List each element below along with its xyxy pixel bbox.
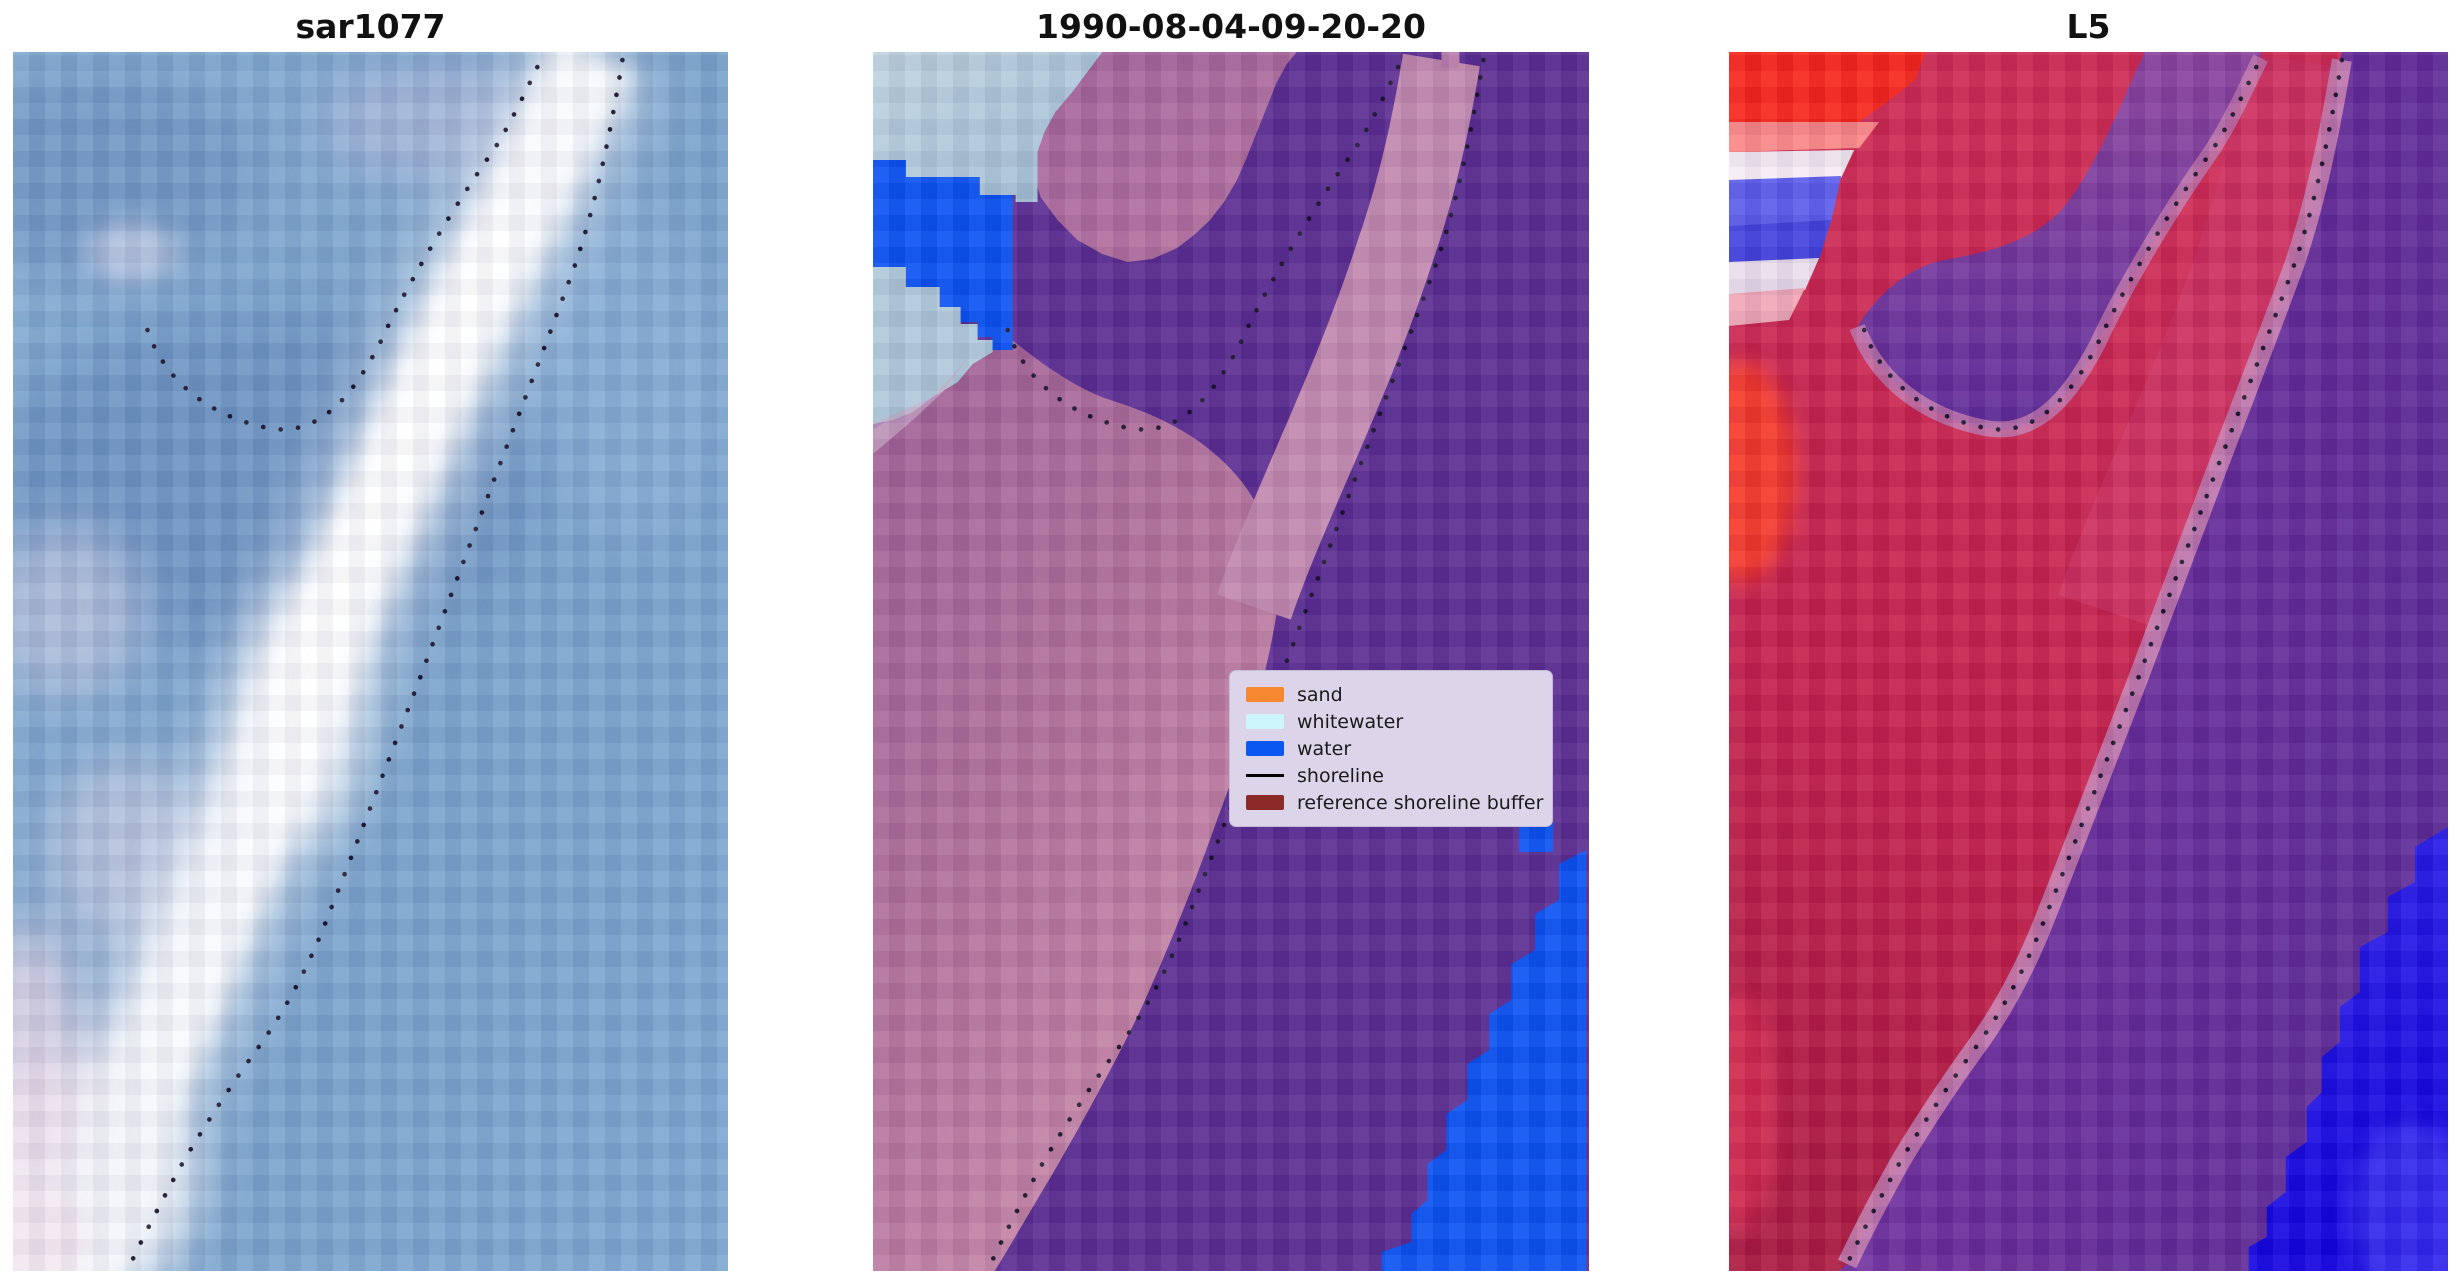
- panel-classified: sand whitewater water shoreline reference sh…: [873, 52, 1589, 1271]
- reference-shoreline-buffer-swatch: [1246, 795, 1284, 810]
- classified-image: [873, 52, 1589, 1271]
- legend-label: water: [1297, 737, 1352, 760]
- panel-l5: [1729, 52, 2448, 1271]
- cloud-stripe-block: [1729, 52, 1926, 1232]
- l5-image: [1729, 52, 2448, 1271]
- headland-region: [1034, 52, 1297, 262]
- shoreline-dots-left: [1005, 55, 1405, 432]
- water-pixel: [1519, 822, 1554, 852]
- lagoon-region: [1857, 52, 2261, 430]
- land-buffer-region: [873, 337, 1279, 1271]
- whitewater-swatch: [1246, 714, 1284, 729]
- panel-title-l5: L5: [2066, 7, 2111, 46]
- beach-band-region: [2058, 52, 2339, 626]
- shoreline-dots-right: [1844, 57, 2345, 1267]
- panel-title-sar: sar1077: [295, 7, 446, 46]
- legend-item: reference shoreline buffer: [1246, 789, 1543, 816]
- legend-item: whitewater: [1246, 708, 1536, 735]
- legend-item: sand: [1246, 681, 1536, 708]
- beach-band-top-pixel: [1441, 52, 1460, 68]
- legend: sand whitewater water shoreline reference sh…: [1229, 670, 1553, 827]
- water-swatch: [1246, 741, 1284, 756]
- sand-swatch: [1246, 687, 1284, 702]
- shoreline-dots-left: [145, 55, 545, 432]
- panel-title-date: 1990-08-04-09-20-20: [1036, 7, 1426, 46]
- shoreline-swatch: [1246, 768, 1284, 783]
- beach-band-region: [1217, 53, 1480, 620]
- sar-image: [13, 52, 728, 1271]
- whitewater-region-top: [873, 52, 1103, 202]
- shoreline-dots-left: [1861, 55, 2264, 432]
- sar-beach-band: [13, 52, 663, 1271]
- legend-item: water: [1246, 735, 1536, 762]
- legend-item: shoreline: [1246, 762, 1536, 789]
- legend-label: whitewater: [1297, 710, 1404, 733]
- water-patch-region: [873, 160, 1013, 350]
- water-highlight: [2349, 1122, 2448, 1271]
- water-wedge-region: [1381, 850, 1587, 1271]
- panel-sar: [13, 52, 728, 1271]
- legend-label: reference shoreline buffer: [1297, 791, 1544, 814]
- whitewater-fade: [873, 358, 968, 454]
- shoreline-dots-right: [128, 57, 625, 1267]
- legend-label: shoreline: [1297, 764, 1384, 787]
- legend-label: sand: [1297, 683, 1343, 706]
- whitewater-region-left: [873, 267, 993, 424]
